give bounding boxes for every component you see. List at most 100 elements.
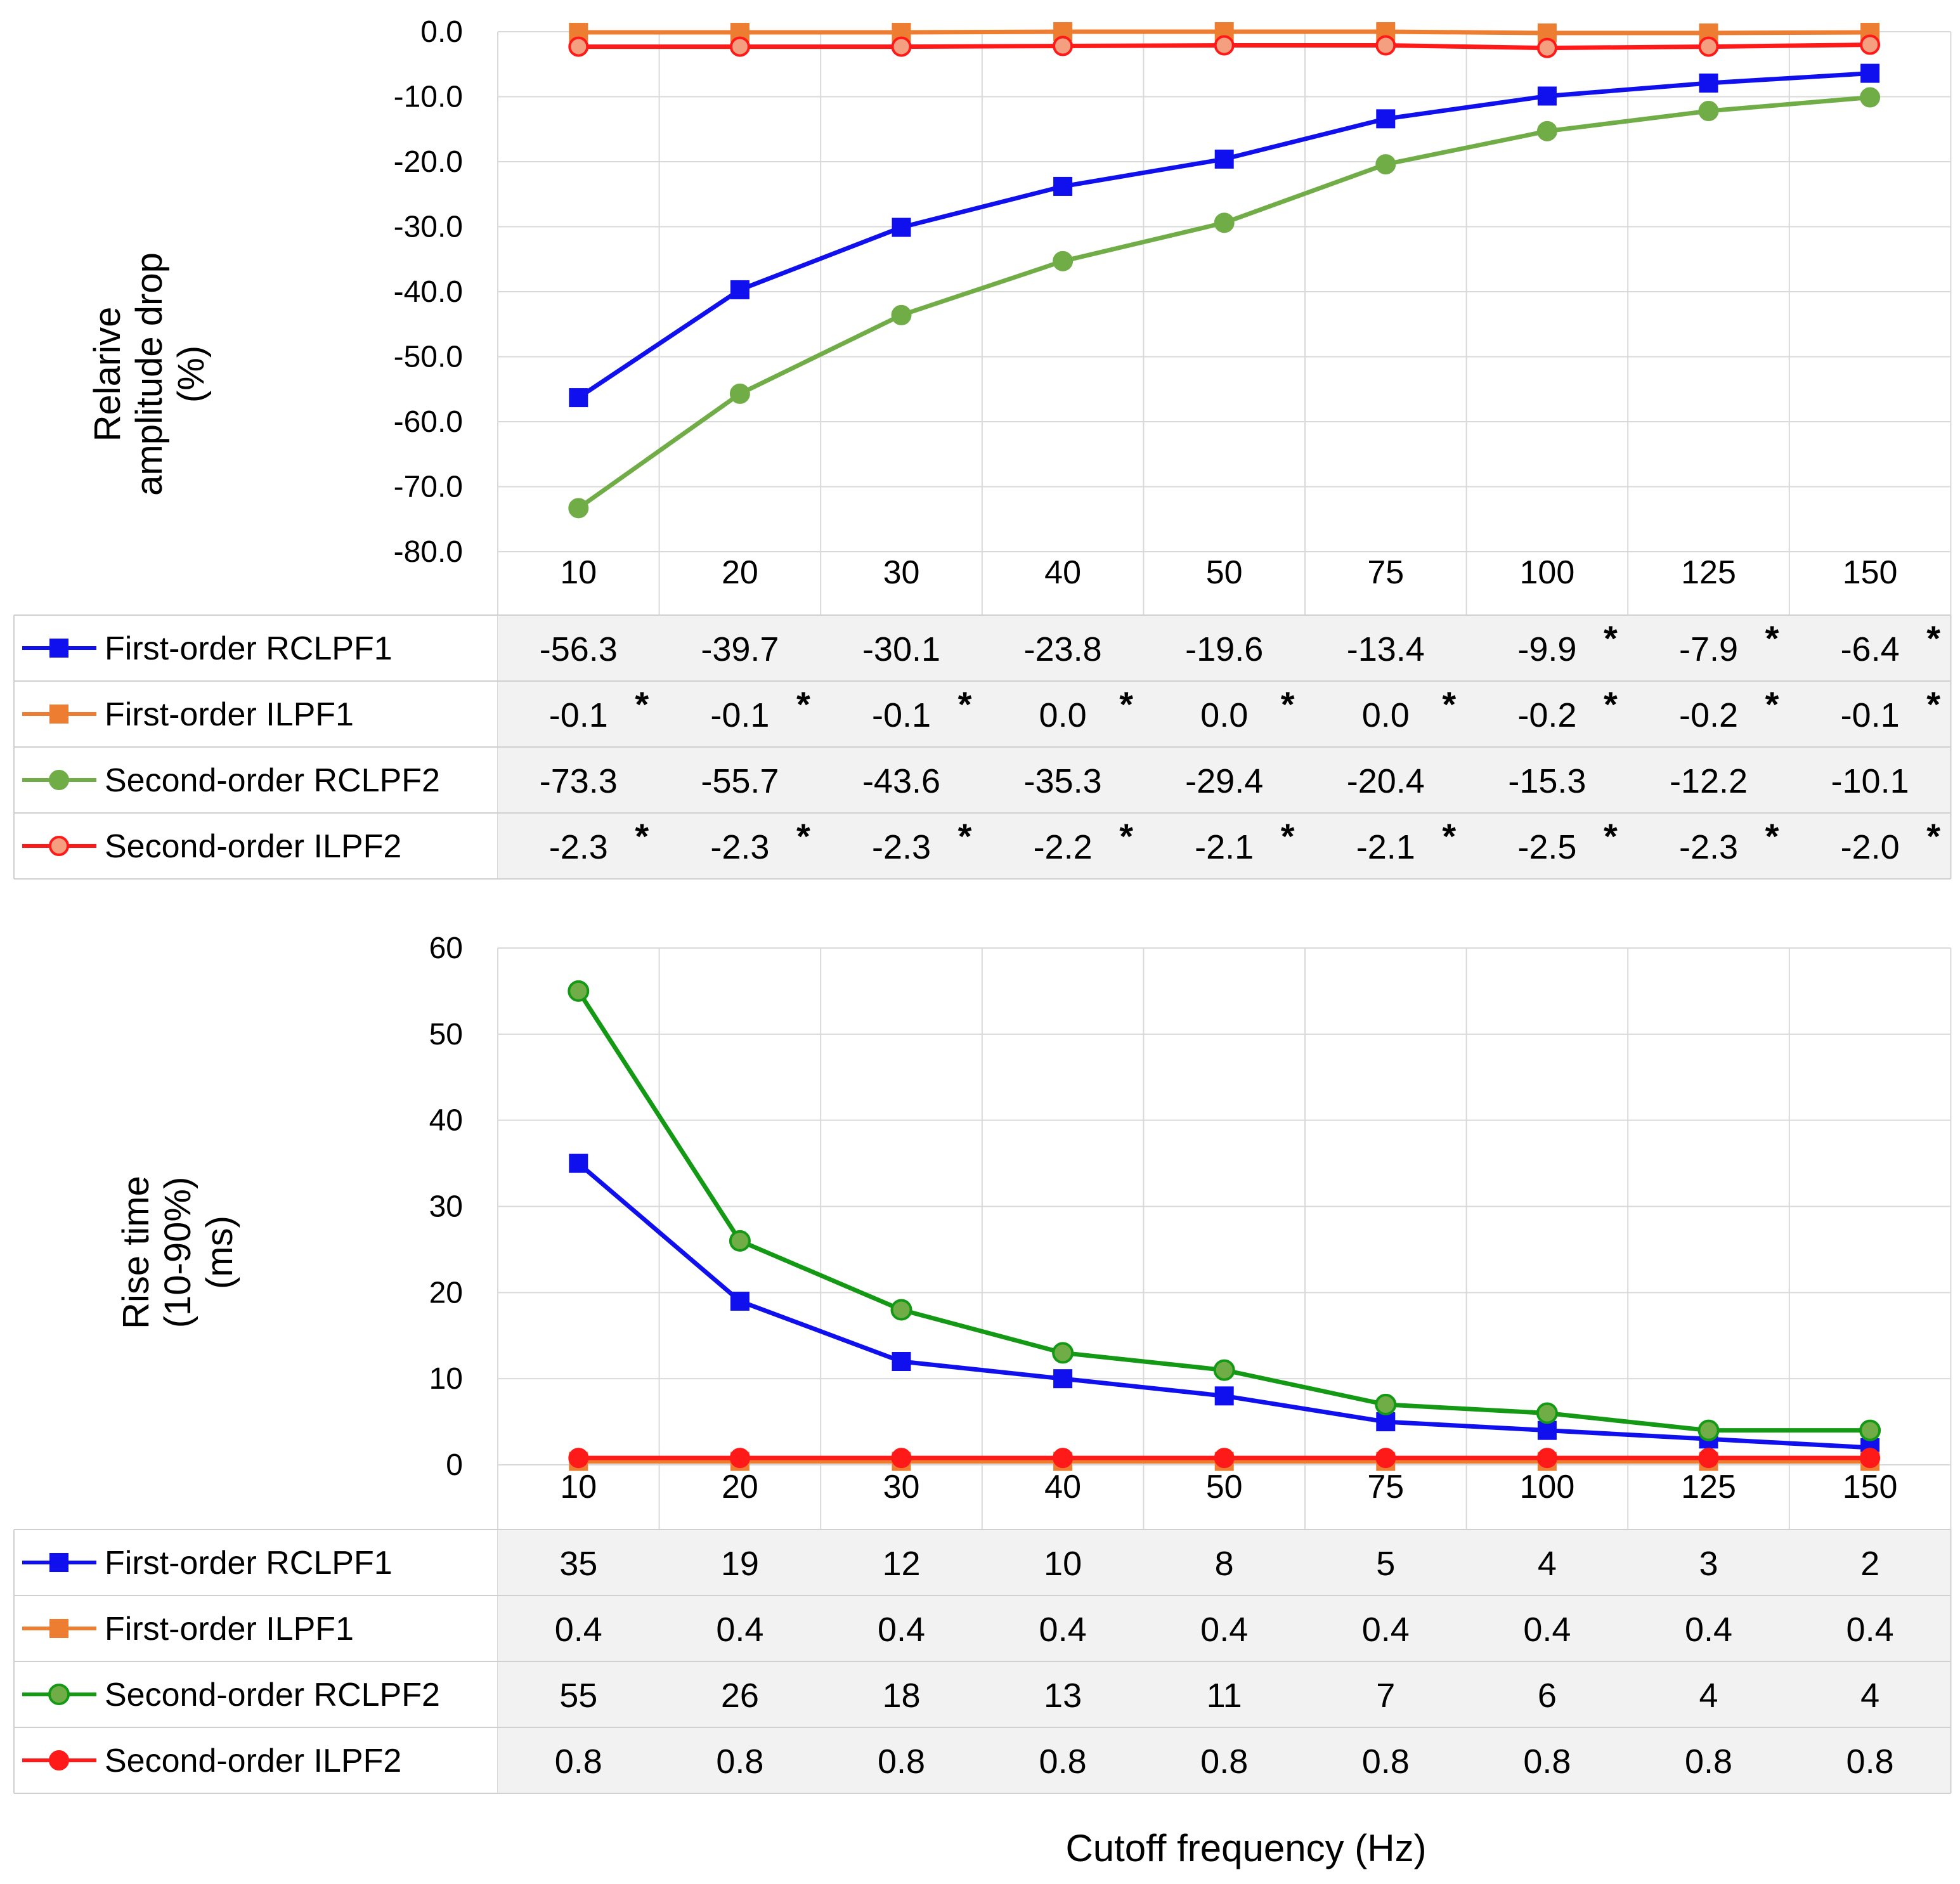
legend-key-marker	[49, 1619, 68, 1638]
significance-star: *	[1604, 618, 1618, 658]
legend-key-marker	[49, 836, 69, 856]
table-cell-value: -6.4	[1841, 630, 1900, 668]
y-tick-label: 0.0	[420, 15, 463, 49]
data-point	[729, 36, 750, 57]
table-cell-value: -12.2	[1670, 762, 1748, 800]
data-point	[1860, 1448, 1881, 1469]
data-point	[568, 1448, 589, 1469]
data-point	[1375, 1448, 1396, 1469]
data-point	[1860, 34, 1881, 55]
data-point	[1698, 101, 1719, 122]
table-cell-value: 0.0	[1039, 696, 1087, 734]
table-cell-value: 0.4	[555, 1611, 602, 1649]
legend-label: Second-order RCLPF2	[105, 1677, 440, 1713]
data-point	[1698, 36, 1719, 57]
x-tick-label: 150	[1843, 1469, 1898, 1505]
y-axis-label-line: Rise time	[115, 1176, 157, 1329]
data-point	[1699, 73, 1718, 93]
significance-star: *	[1604, 816, 1618, 856]
data-point	[1536, 37, 1557, 58]
table-cell-value: -0.1	[710, 696, 769, 734]
data-point	[1376, 1412, 1396, 1432]
significance-star: *	[1926, 618, 1940, 658]
table-cell-value: 7	[1376, 1677, 1395, 1715]
x-tick-label: 40	[1044, 1469, 1081, 1505]
table-cell-value: 5	[1376, 1545, 1395, 1583]
y-axis-label: Rise time(10-90%)(ms)	[115, 1176, 240, 1329]
data-point	[568, 498, 589, 519]
table-cell-value: 6	[1538, 1677, 1557, 1715]
x-axis-label: Cutoff frequency (Hz)	[1065, 1827, 1426, 1869]
data-point	[1698, 1448, 1719, 1469]
table-cell-value: 0.8	[1362, 1743, 1410, 1781]
table-cell-value: -35.3	[1024, 762, 1102, 800]
table-cell-value: -20.4	[1347, 762, 1425, 800]
table-cell-value: -2.0	[1841, 828, 1900, 866]
table-cell-value: 0.8	[1039, 1743, 1087, 1781]
table-cell-value: 13	[1044, 1677, 1082, 1715]
x-tick-label: 75	[1367, 1469, 1404, 1505]
y-tick-label: -10.0	[394, 81, 463, 114]
table-cell-value: -0.2	[1679, 696, 1738, 734]
y-tick-label: -20.0	[394, 145, 463, 179]
x-tick-label: 125	[1681, 554, 1736, 591]
y-tick-label: -60.0	[394, 405, 463, 439]
data-point	[568, 36, 589, 57]
table-cell-value: 0.8	[555, 1743, 602, 1781]
y-axis-label-line: (10-90%)	[157, 1177, 198, 1329]
x-tick-label: 50	[1206, 1469, 1243, 1505]
data-point	[569, 1153, 588, 1173]
data-point	[1214, 212, 1235, 233]
data-point	[729, 1230, 751, 1252]
significance-star: *	[635, 684, 649, 724]
x-tick-label: 150	[1843, 554, 1898, 591]
y-tick-label: -50.0	[394, 341, 463, 374]
data-point	[1214, 149, 1234, 169]
table-cell-value: 0.4	[1362, 1611, 1410, 1649]
table-cell-value: 3	[1699, 1545, 1718, 1583]
data-point	[1536, 1448, 1557, 1469]
significance-star: *	[1442, 684, 1456, 724]
table-cell-value: -30.1	[862, 630, 940, 668]
significance-star: *	[958, 684, 972, 724]
table-cell-value: 10	[1044, 1545, 1082, 1583]
significance-star: *	[1119, 684, 1133, 724]
x-tick-label: 100	[1520, 554, 1575, 591]
data-point	[1860, 63, 1880, 83]
significance-star: *	[635, 816, 649, 856]
data-point	[1214, 35, 1235, 56]
data-point	[1697, 1419, 1720, 1441]
x-tick-label: 100	[1520, 1469, 1575, 1505]
table-cell-value: -0.1	[1841, 696, 1900, 734]
significance-star: *	[958, 816, 972, 856]
significance-star: *	[1119, 816, 1133, 856]
data-point	[892, 218, 911, 237]
table-cell-value: -2.1	[1356, 828, 1415, 866]
table-cell-value: 4	[1699, 1677, 1718, 1715]
table-cell-value: -55.7	[701, 762, 779, 800]
table-cell-value: -15.3	[1508, 762, 1586, 800]
data-point	[891, 36, 912, 57]
data-point	[1536, 120, 1557, 141]
y-axis-label-line: (%)	[171, 346, 212, 403]
table-cell-value: 0.0	[1200, 696, 1248, 734]
legend-label: Second-order ILPF2	[105, 828, 401, 865]
table-cell-value: 0.4	[716, 1611, 763, 1649]
x-tick-label: 40	[1044, 554, 1081, 591]
significance-star: *	[1926, 684, 1940, 724]
y-tick-label: 20	[429, 1276, 463, 1309]
table-cell-value: -2.5	[1517, 828, 1576, 866]
significance-star: *	[1926, 816, 1940, 856]
table-cell-value: 0.4	[878, 1611, 925, 1649]
legend-key-marker	[49, 770, 69, 790]
table-cell-value: 19	[721, 1545, 759, 1583]
data-point	[892, 1352, 911, 1371]
table-cell-value: 0.4	[1039, 1611, 1087, 1649]
table-cell-value: -9.9	[1517, 630, 1576, 668]
table-cell-value: 26	[721, 1677, 759, 1715]
y-axis-label-line: amplitude drop	[129, 252, 170, 496]
x-tick-label: 20	[722, 1469, 758, 1505]
x-tick-label: 20	[722, 554, 758, 591]
table-cell-value: 35	[559, 1545, 597, 1583]
